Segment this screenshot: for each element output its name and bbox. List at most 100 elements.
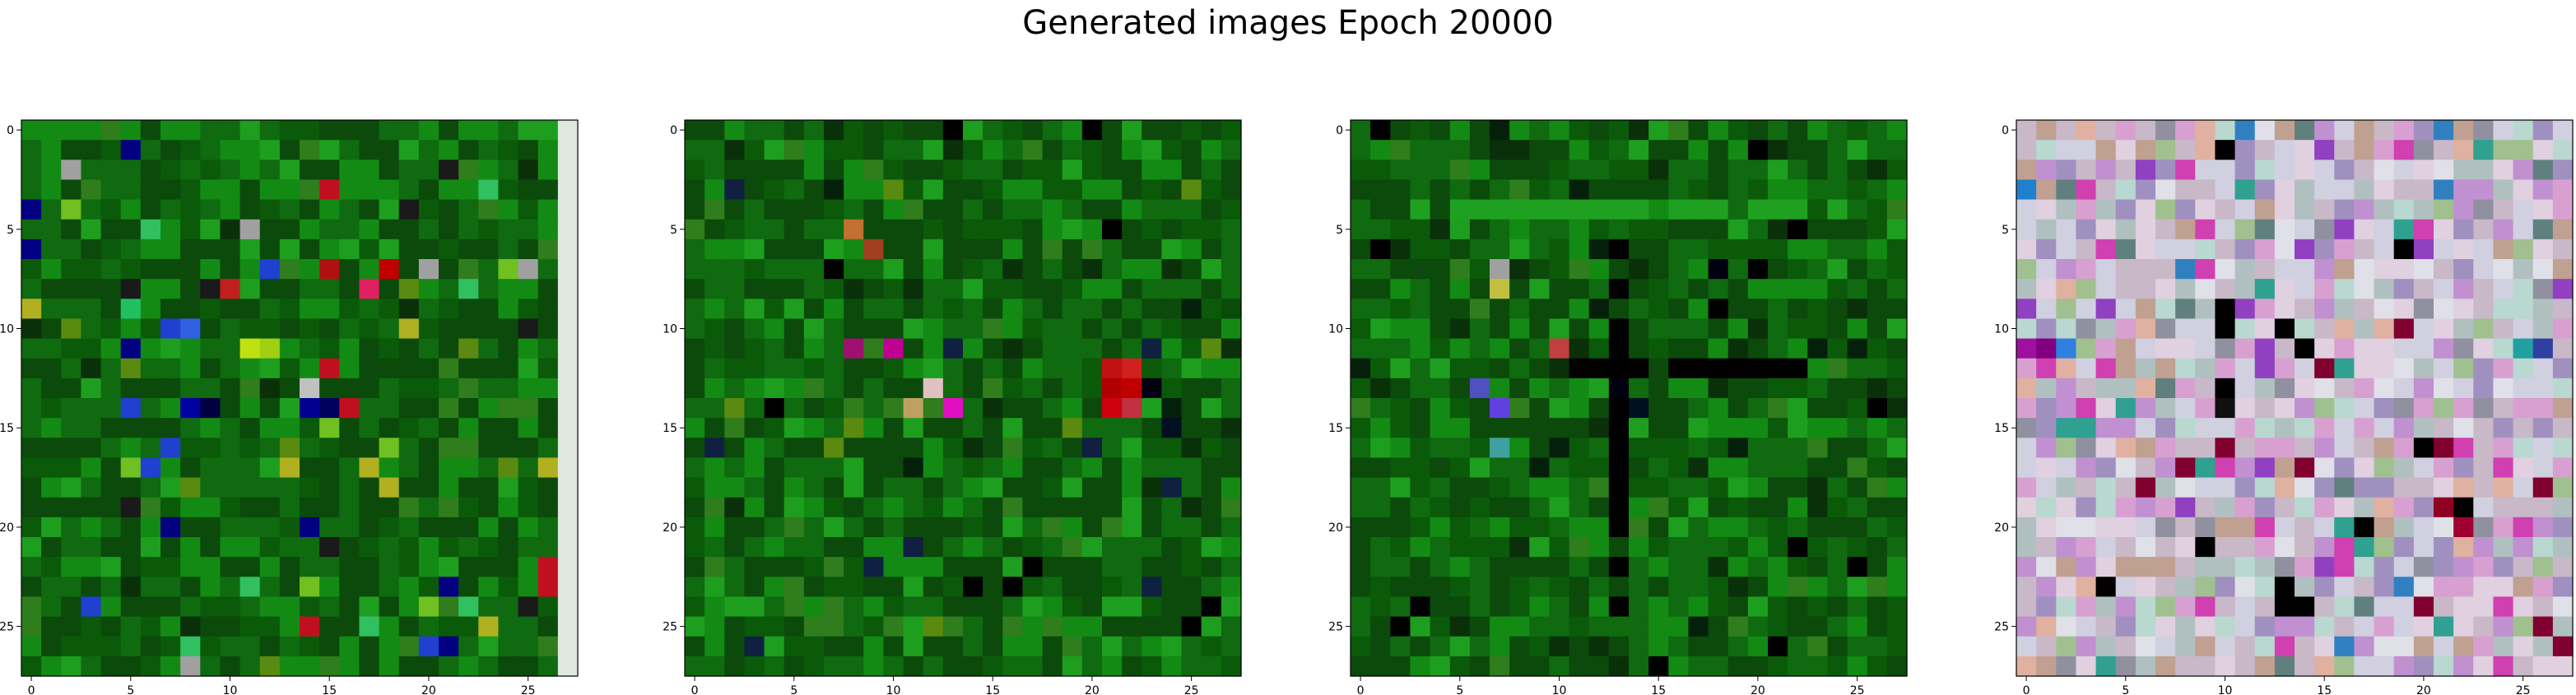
- pixel-cell: [2215, 299, 2236, 320]
- pixel-cell: [458, 438, 479, 459]
- pixel-cell: [220, 616, 241, 637]
- pixel-cell: [2334, 358, 2355, 379]
- pixel-cell: [319, 596, 340, 618]
- pixel-cell: [1449, 140, 1471, 160]
- pixel-cell: [963, 616, 983, 637]
- pixel-cell: [1788, 398, 1808, 419]
- pixel-cell: [279, 517, 300, 538]
- pixel-cell: [983, 120, 1003, 141]
- pixel-cell: [863, 239, 885, 260]
- pixel-cell: [883, 179, 904, 201]
- pixel-cell: [200, 596, 221, 618]
- pixel-cell: [339, 120, 360, 141]
- pixel-cell: [2135, 318, 2156, 340]
- pixel-cell: [783, 477, 805, 498]
- pixel-cell: [439, 517, 459, 538]
- pixel-cell: [2254, 438, 2276, 459]
- pixel-cell: [1430, 160, 1451, 181]
- pixel-cell: [220, 596, 241, 618]
- pixel-cell: [439, 160, 459, 181]
- pixel-cell: [458, 537, 479, 558]
- pixel-cell: [239, 636, 261, 657]
- pixel-cell: [2374, 477, 2395, 498]
- pixel-cell: [2295, 358, 2315, 379]
- pixel-cell: [1449, 497, 1471, 518]
- pixel-cell: [2115, 179, 2137, 201]
- pixel-cell: [239, 219, 261, 240]
- pixel-cell: [2413, 477, 2434, 498]
- pixel-cell: [180, 398, 201, 419]
- pixel-cell: [379, 557, 400, 577]
- pixel-cell: [1490, 616, 1510, 637]
- pixel-cell: [1886, 418, 1908, 438]
- pixel-cell: [398, 557, 420, 577]
- pixel-cell: [2215, 517, 2236, 538]
- pixel-cell: [300, 160, 320, 181]
- pixel-cell: [2076, 239, 2097, 260]
- pixel-cell: [704, 160, 725, 181]
- pixel-cell: [1449, 239, 1471, 260]
- pixel-cell: [557, 318, 579, 340]
- pixel-cell: [824, 318, 844, 340]
- pixel-cell: [537, 358, 559, 379]
- pixel-cell: [1747, 318, 1769, 340]
- pixel-cell: [1788, 338, 1808, 359]
- pixel-cell: [2354, 120, 2375, 141]
- pixel-cell: [1569, 259, 1590, 280]
- pixel-cell: [180, 596, 201, 618]
- pixel-cell: [744, 378, 765, 399]
- pixel-cell: [983, 636, 1003, 657]
- pixel-cell: [1410, 318, 1431, 340]
- pixel-cell: [1469, 279, 1490, 299]
- pixel-cell: [518, 259, 539, 280]
- pixel-cell: [704, 358, 725, 379]
- pixel-cell: [2552, 596, 2574, 618]
- pixel-cell: [518, 279, 539, 299]
- pixel-cell: [942, 338, 964, 359]
- pixel-cell: [259, 577, 281, 598]
- pixel-cell: [1042, 219, 1063, 240]
- pixel-cell: [963, 477, 983, 498]
- pixel-cell: [160, 517, 181, 538]
- pixel-cell: [923, 140, 944, 160]
- pixel-cell: [1608, 219, 1630, 240]
- pixel-cell: [1042, 438, 1063, 459]
- pixel-cell: [983, 616, 1003, 637]
- pixel-cell: [537, 179, 559, 201]
- pixel-cell: [1569, 636, 1590, 657]
- pixel-cell: [1370, 557, 1391, 577]
- pixel-cell: [1727, 497, 1749, 518]
- pixel-cell: [983, 537, 1003, 558]
- pixel-cell: [2295, 537, 2315, 558]
- pixel-cell: [200, 199, 221, 220]
- pixel-cell: [200, 636, 221, 657]
- pixel-cell: [2314, 120, 2335, 141]
- pixel-cell: [1181, 358, 1202, 379]
- pixel-cell: [557, 636, 579, 657]
- pixel-cell: [2076, 438, 2097, 459]
- pixel-cell: [824, 219, 844, 240]
- pixel-cell: [279, 497, 300, 518]
- pixel-cell: [1708, 557, 1729, 577]
- pixel-cell: [1062, 418, 1083, 438]
- pixel-cell: [1668, 517, 1690, 538]
- pixel-cell: [518, 477, 539, 498]
- pixel-cell: [1449, 378, 1471, 399]
- pixel-cell: [724, 160, 746, 181]
- y-tick-label: 10: [1328, 323, 1343, 336]
- pixel-cell: [478, 358, 500, 379]
- pixel-cell: [2155, 596, 2176, 618]
- pixel-cell: [1390, 120, 1411, 141]
- pixel-cell: [844, 497, 864, 518]
- pixel-cell: [1390, 299, 1411, 320]
- pixel-cell: [2274, 636, 2295, 657]
- pixel-cell: [1469, 517, 1490, 538]
- pixel-cell: [1569, 179, 1590, 201]
- pixel-cell: [2215, 497, 2236, 518]
- pixel-cell: [1788, 557, 1808, 577]
- pixel-cell: [1708, 259, 1729, 280]
- pixel-cell: [120, 279, 142, 299]
- pixel-cell: [239, 438, 261, 459]
- pixel-cell: [220, 279, 241, 299]
